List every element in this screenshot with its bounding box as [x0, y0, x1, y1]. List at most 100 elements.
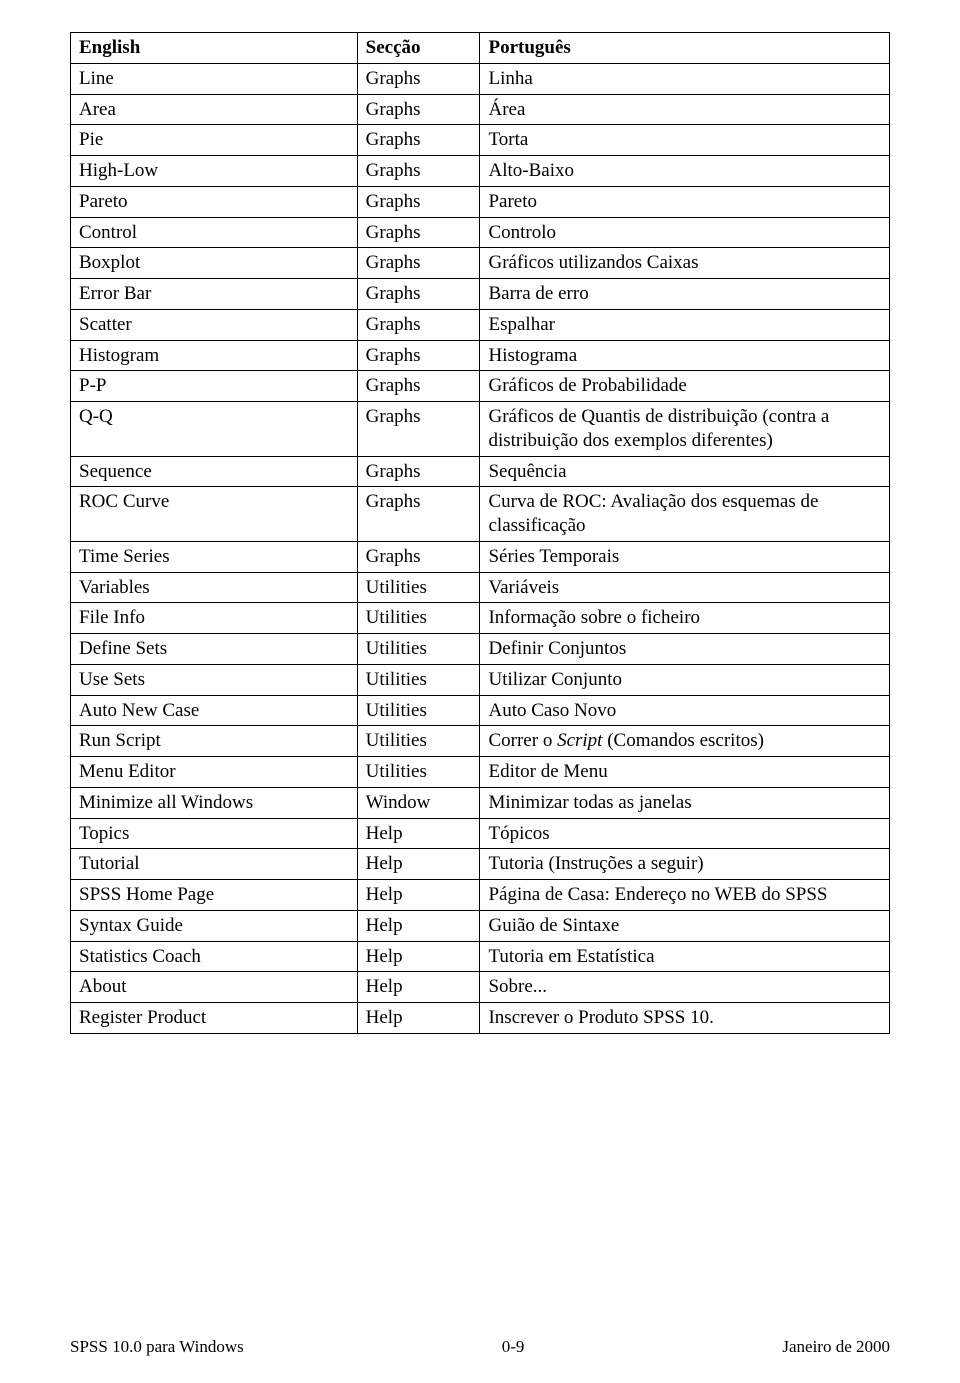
cell-portugues: Gráficos de Probabilidade: [480, 371, 890, 402]
cell-english: Define Sets: [71, 634, 358, 665]
cell-portugues: Correr o Script (Comandos escritos): [480, 726, 890, 757]
table-row: TopicsHelpTópicos: [71, 818, 890, 849]
cell-seccao: Help: [357, 818, 480, 849]
translation-table: English Secção Português LineGraphsLinha…: [70, 32, 890, 1034]
cell-seccao: Utilities: [357, 726, 480, 757]
header-portugues: Português: [480, 33, 890, 64]
cell-seccao: Graphs: [357, 487, 480, 542]
cell-seccao: Graphs: [357, 63, 480, 94]
cell-english: Register Product: [71, 1003, 358, 1034]
cell-english: Pie: [71, 125, 358, 156]
cell-seccao: Graphs: [357, 248, 480, 279]
cell-english: File Info: [71, 603, 358, 634]
table-row: Q-QGraphsGráficos de Quantis de distribu…: [71, 402, 890, 457]
table-row: Register ProductHelpInscrever o Produto …: [71, 1003, 890, 1034]
cell-portugues: Variáveis: [480, 572, 890, 603]
cell-seccao: Utilities: [357, 603, 480, 634]
cell-seccao: Help: [357, 910, 480, 941]
table-row: HistogramGraphsHistograma: [71, 340, 890, 371]
cell-english: About: [71, 972, 358, 1003]
cell-portugues: Área: [480, 94, 890, 125]
page-footer: SPSS 10.0 para Windows 0-9 Janeiro de 20…: [70, 1337, 890, 1357]
cell-portugues: Tutoria em Estatística: [480, 941, 890, 972]
cell-seccao: Help: [357, 880, 480, 911]
cell-portugues: Página de Casa: Endereço no WEB do SPSS: [480, 880, 890, 911]
table-row: Use SetsUtilitiesUtilizar Conjunto: [71, 664, 890, 695]
cell-seccao: Graphs: [357, 186, 480, 217]
cell-seccao: Graphs: [357, 541, 480, 572]
table-row: PieGraphsTorta: [71, 125, 890, 156]
text-post: (Comandos escritos): [602, 730, 763, 751]
table-row: P-PGraphsGráficos de Probabilidade: [71, 371, 890, 402]
cell-english: Q-Q: [71, 402, 358, 457]
cell-portugues: Sobre...: [480, 972, 890, 1003]
cell-portugues: Informação sobre o ficheiro: [480, 603, 890, 634]
cell-seccao: Utilities: [357, 757, 480, 788]
cell-seccao: Help: [357, 972, 480, 1003]
cell-english: Run Script: [71, 726, 358, 757]
footer-center: 0-9: [502, 1337, 525, 1357]
table-header-row: English Secção Português: [71, 33, 890, 64]
table-row: LineGraphsLinha: [71, 63, 890, 94]
cell-portugues: Editor de Menu: [480, 757, 890, 788]
cell-seccao: Utilities: [357, 572, 480, 603]
cell-portugues: Definir Conjuntos: [480, 634, 890, 665]
cell-english: ROC Curve: [71, 487, 358, 542]
cell-english: Use Sets: [71, 664, 358, 695]
table-row: AreaGraphsÁrea: [71, 94, 890, 125]
table-row: Syntax GuideHelpGuião de Sintaxe: [71, 910, 890, 941]
cell-portugues: Tutoria (Instruções a seguir): [480, 849, 890, 880]
cell-seccao: Utilities: [357, 664, 480, 695]
header-english: English: [71, 33, 358, 64]
cell-seccao: Graphs: [357, 156, 480, 187]
cell-english: SPSS Home Page: [71, 880, 358, 911]
cell-portugues: Tópicos: [480, 818, 890, 849]
cell-portugues: Espalhar: [480, 309, 890, 340]
text-pre: Correr o: [488, 730, 557, 751]
table-row: File InfoUtilitiesInformação sobre o fic…: [71, 603, 890, 634]
table-row: Auto New CaseUtilitiesAuto Caso Novo: [71, 695, 890, 726]
cell-portugues: Séries Temporais: [480, 541, 890, 572]
cell-portugues: Barra de erro: [480, 279, 890, 310]
table-row: SequenceGraphsSequência: [71, 456, 890, 487]
table-row: ControlGraphsControlo: [71, 217, 890, 248]
cell-portugues: Gráficos de Quantis de distribuição (con…: [480, 402, 890, 457]
table-row: AboutHelpSobre...: [71, 972, 890, 1003]
table-row: Define SetsUtilitiesDefinir Conjuntos: [71, 634, 890, 665]
cell-english: P-P: [71, 371, 358, 402]
table-row: Time SeriesGraphsSéries Temporais: [71, 541, 890, 572]
cell-portugues: Linha: [480, 63, 890, 94]
cell-english: Error Bar: [71, 279, 358, 310]
cell-english: Menu Editor: [71, 757, 358, 788]
cell-seccao: Window: [357, 787, 480, 818]
table-row: SPSS Home PageHelpPágina de Casa: Endere…: [71, 880, 890, 911]
cell-english: Minimize all Windows: [71, 787, 358, 818]
cell-portugues: Guião de Sintaxe: [480, 910, 890, 941]
cell-english: Pareto: [71, 186, 358, 217]
cell-english: Area: [71, 94, 358, 125]
cell-seccao: Graphs: [357, 125, 480, 156]
cell-portugues: Auto Caso Novo: [480, 695, 890, 726]
cell-english: Time Series: [71, 541, 358, 572]
cell-portugues: Pareto: [480, 186, 890, 217]
footer-left: SPSS 10.0 para Windows: [70, 1337, 244, 1357]
cell-seccao: Graphs: [357, 94, 480, 125]
table-row: BoxplotGraphsGráficos utilizandos Caixas: [71, 248, 890, 279]
cell-seccao: Graphs: [357, 217, 480, 248]
cell-seccao: Graphs: [357, 402, 480, 457]
cell-english: Sequence: [71, 456, 358, 487]
table-row: ParetoGraphsPareto: [71, 186, 890, 217]
cell-seccao: Utilities: [357, 695, 480, 726]
table-row: Statistics CoachHelpTutoria em Estatísti…: [71, 941, 890, 972]
cell-seccao: Graphs: [357, 309, 480, 340]
footer-right: Janeiro de 2000: [782, 1337, 890, 1357]
table-row: ScatterGraphsEspalhar: [71, 309, 890, 340]
cell-seccao: Graphs: [357, 340, 480, 371]
cell-english: Auto New Case: [71, 695, 358, 726]
cell-english: Boxplot: [71, 248, 358, 279]
page: English Secção Português LineGraphsLinha…: [0, 0, 960, 1383]
table-row: VariablesUtilitiesVariáveis: [71, 572, 890, 603]
cell-english: Scatter: [71, 309, 358, 340]
cell-portugues: Controlo: [480, 217, 890, 248]
cell-portugues: Gráficos utilizandos Caixas: [480, 248, 890, 279]
